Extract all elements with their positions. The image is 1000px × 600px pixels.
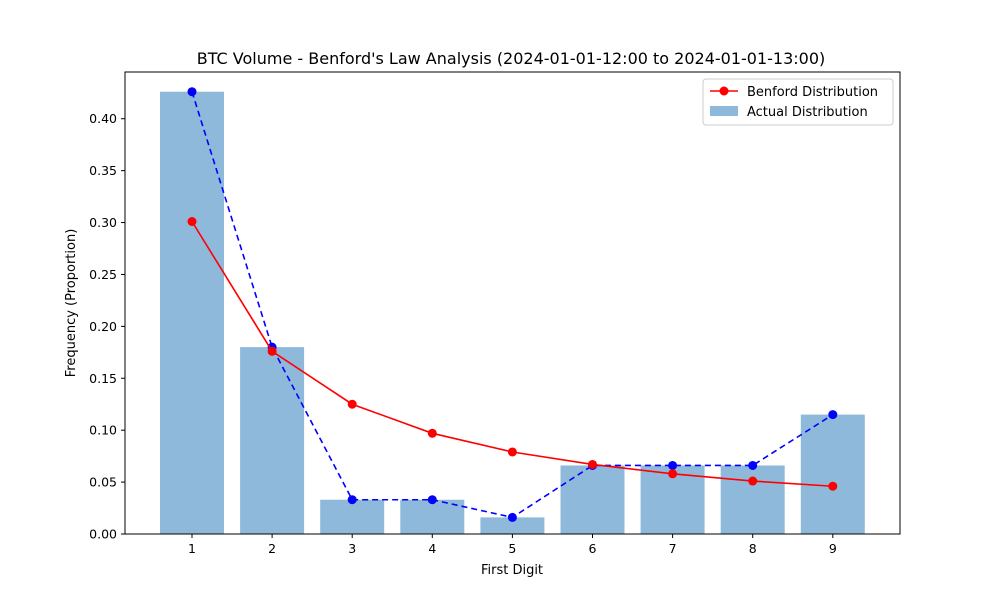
series-1-point-1	[187, 87, 197, 97]
bar-digit-1	[160, 91, 224, 535]
x-tick-label-8: 8	[749, 541, 757, 556]
series-1-point-5	[507, 512, 517, 522]
legend-benford-marker	[719, 86, 729, 96]
bar-digit-6	[560, 465, 625, 534]
series-2-point-4	[427, 428, 437, 438]
bar-digit-9	[800, 414, 865, 534]
series-1-point-9	[828, 410, 838, 420]
y-axis: 0.00 0.05 0.10 0.15 0.20 0.25 0.30 0.35 0.40	[89, 111, 125, 542]
bar-digit-2	[240, 347, 305, 534]
y-tick-label-0.05: 0.05	[89, 475, 117, 490]
bar-digit-3	[320, 499, 385, 534]
series-2-point-2	[267, 346, 277, 356]
lines-layer	[187, 87, 838, 522]
bar-digit-8	[720, 465, 785, 534]
y-tick-label-0.30: 0.30	[89, 215, 117, 230]
bar-digit-4	[400, 499, 465, 534]
x-tick-label-4: 4	[428, 541, 436, 556]
series-2-point-8	[748, 476, 758, 486]
y-axis-label: Frequency (Proportion)	[64, 229, 79, 378]
series-1-point-3	[347, 495, 357, 505]
legend-benford-label: Benford Distribution	[747, 85, 878, 100]
series-1-point-4	[427, 495, 437, 505]
x-tick-label-7: 7	[669, 541, 677, 556]
series-2-point-7	[668, 469, 678, 479]
y-tick-label-0.15: 0.15	[89, 371, 117, 386]
y-tick-label-0.40: 0.40	[89, 111, 117, 126]
x-tick-label-5: 5	[508, 541, 516, 556]
series-2-point-6	[588, 459, 597, 469]
series-1-point-8	[748, 460, 758, 470]
x-axis: 1 2 3 4 5 6 7 8 9	[188, 534, 837, 556]
bar-digit-5	[480, 517, 545, 534]
y-tick-label-0.20: 0.20	[89, 319, 117, 334]
series-1-point-7	[668, 460, 678, 470]
y-tick-label-0.10: 0.10	[89, 423, 117, 438]
bars-layer	[160, 91, 865, 535]
x-tick-label-1: 1	[188, 541, 196, 556]
legend-box	[702, 78, 894, 126]
series-2-point-3	[347, 399, 357, 409]
legend-actual-label: Actual Distribution	[747, 105, 868, 120]
y-tick-label-0.00: 0.00	[89, 527, 117, 542]
y-tick-label-0.35: 0.35	[89, 163, 117, 178]
series-2-point-9	[828, 481, 838, 491]
legend: Benford Distribution Actual Distribution	[702, 78, 894, 126]
series-2-point-5	[507, 447, 517, 457]
chart-title: BTC Volume - Benford's Law Analysis (202…	[197, 49, 826, 68]
x-tick-label-9: 9	[829, 541, 837, 556]
x-tick-label-3: 3	[348, 541, 356, 556]
x-axis-label: First Digit	[481, 563, 543, 578]
y-tick-label-0.25: 0.25	[89, 267, 117, 282]
x-tick-label-2: 2	[268, 541, 276, 556]
legend-actual-patch	[710, 106, 738, 116]
x-tick-label-6: 6	[589, 541, 597, 556]
series-2-point-1	[187, 217, 197, 227]
